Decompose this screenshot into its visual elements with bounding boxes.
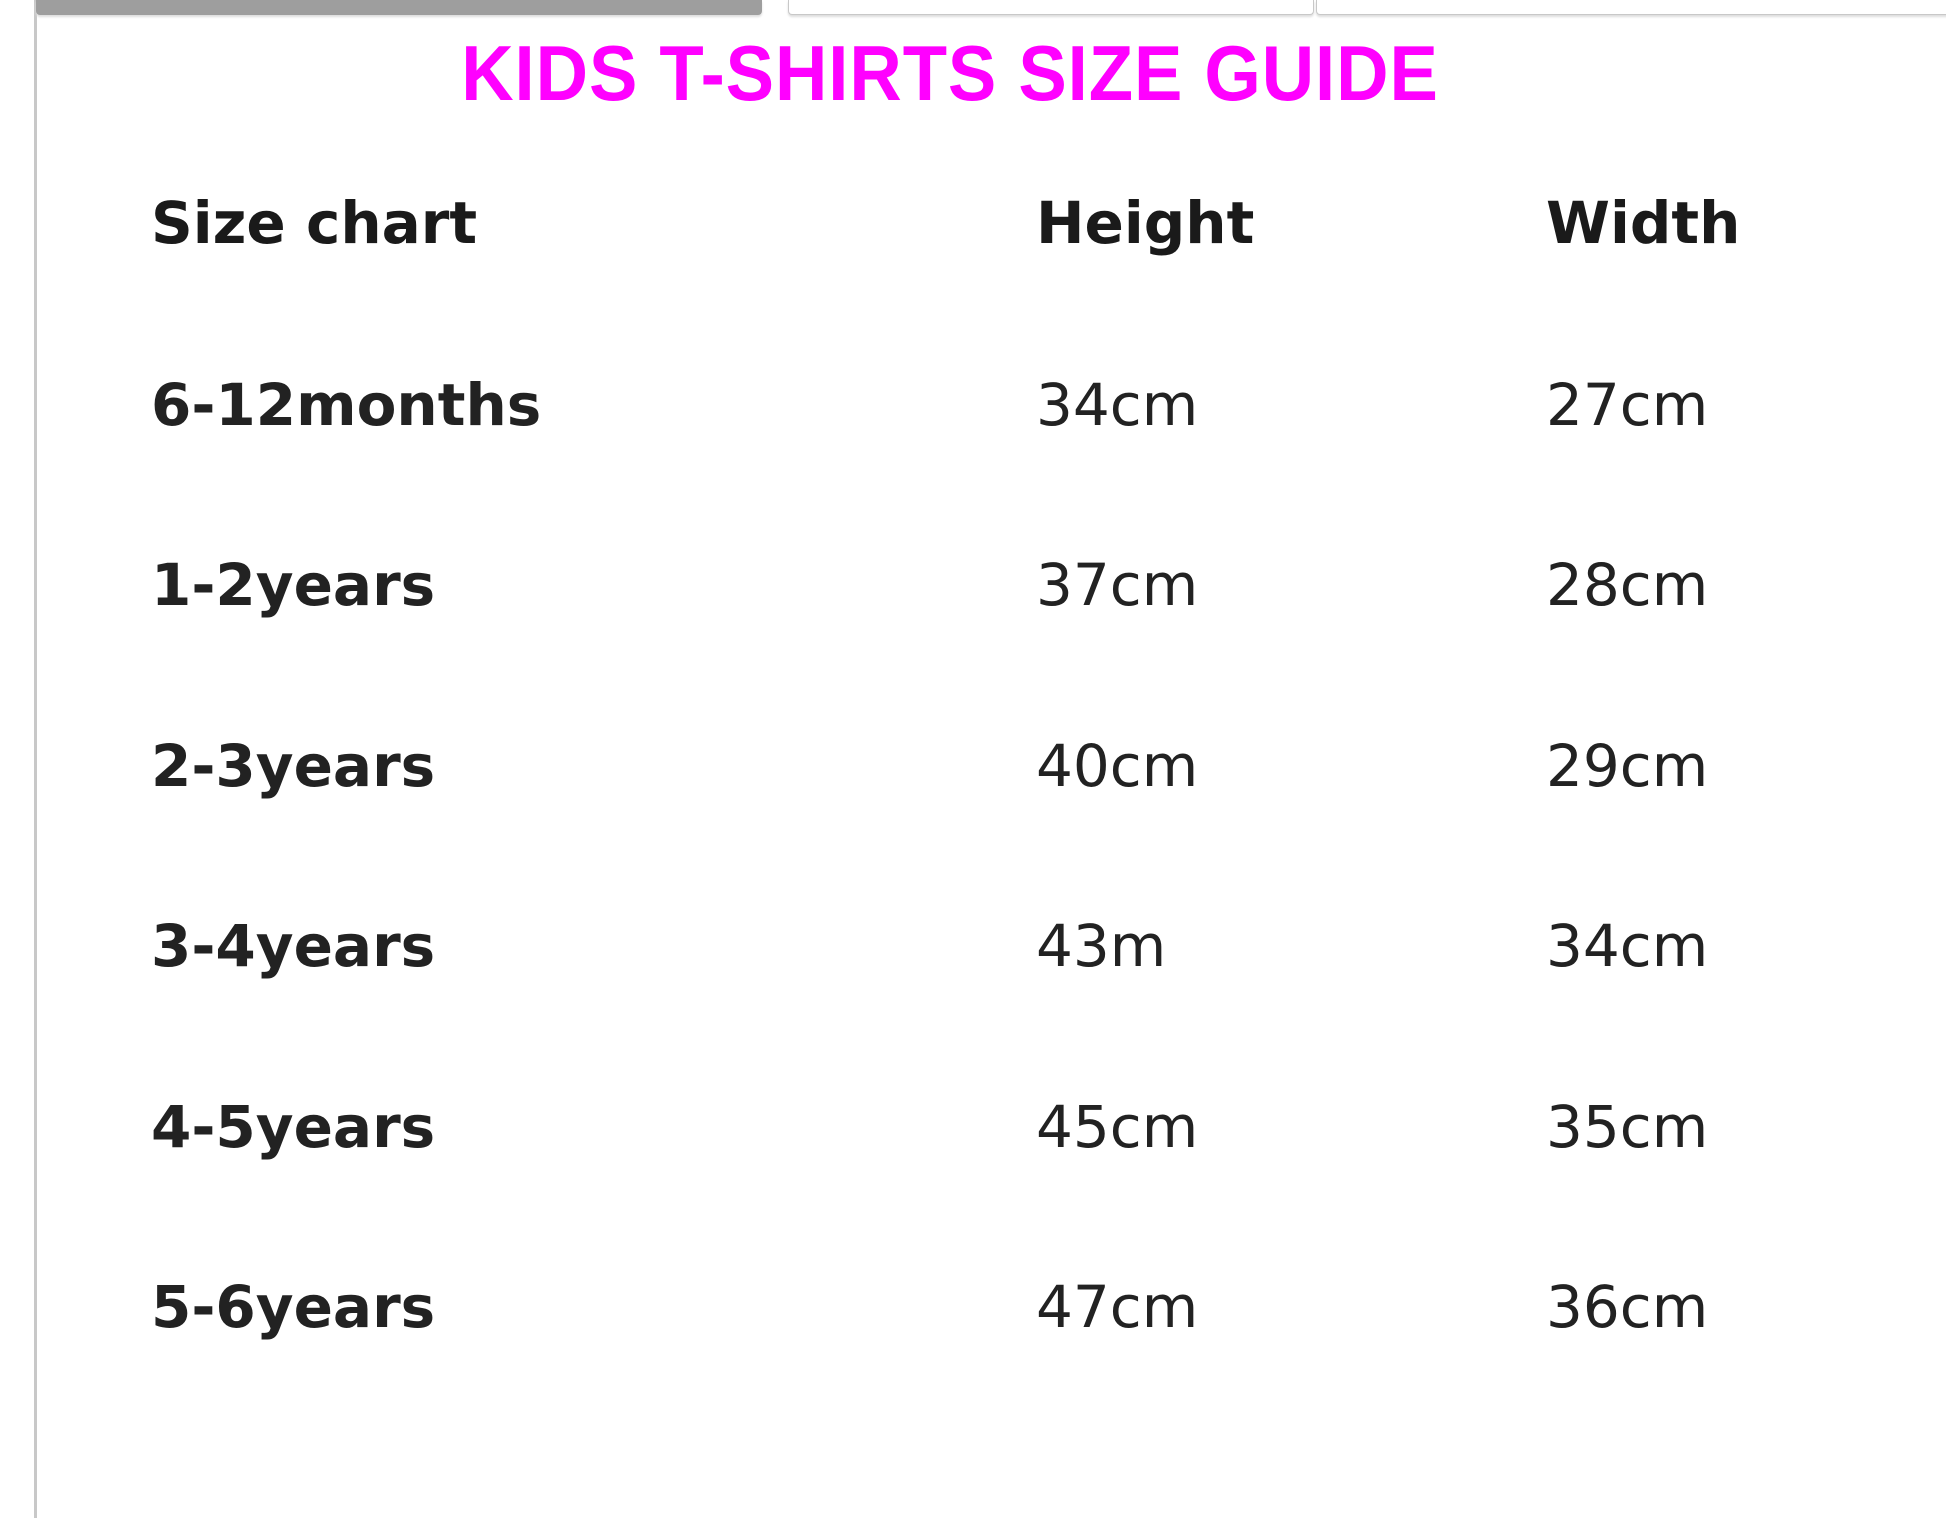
height-cell: 47cm (1036, 1273, 1199, 1341)
tab-1[interactable] (36, 0, 762, 15)
height-cell: 40cm (1036, 731, 1199, 800)
tab-3[interactable] (1316, 0, 1946, 15)
header-width: Width (1546, 189, 1741, 257)
height-cell: 37cm (1036, 551, 1199, 620)
tab-2[interactable] (788, 0, 1314, 15)
width-cell: 35cm (1546, 1092, 1709, 1161)
width-cell: 27cm (1546, 371, 1709, 439)
size-cell: 2-3years (151, 731, 436, 800)
width-cell: 28cm (1546, 551, 1709, 620)
height-cell: 34cm (1036, 371, 1199, 439)
height-cell: 43m (1036, 912, 1167, 981)
height-cell: 45cm (1036, 1092, 1199, 1161)
width-cell: 36cm (1546, 1273, 1709, 1341)
size-cell: 6-12months (151, 371, 542, 439)
panel-border (34, 0, 37, 1518)
header-height: Height (1036, 189, 1255, 257)
size-cell: 4-5years (151, 1092, 436, 1161)
header-size-chart: Size chart (151, 189, 478, 257)
width-cell: 29cm (1546, 731, 1709, 800)
width-cell: 34cm (1546, 912, 1709, 981)
size-cell: 1-2years (151, 551, 436, 620)
size-cell: 5-6years (151, 1273, 436, 1341)
size-cell: 3-4years (151, 912, 436, 981)
page-title: KIDS T-SHIRTS SIZE GUIDE (461, 29, 1439, 117)
